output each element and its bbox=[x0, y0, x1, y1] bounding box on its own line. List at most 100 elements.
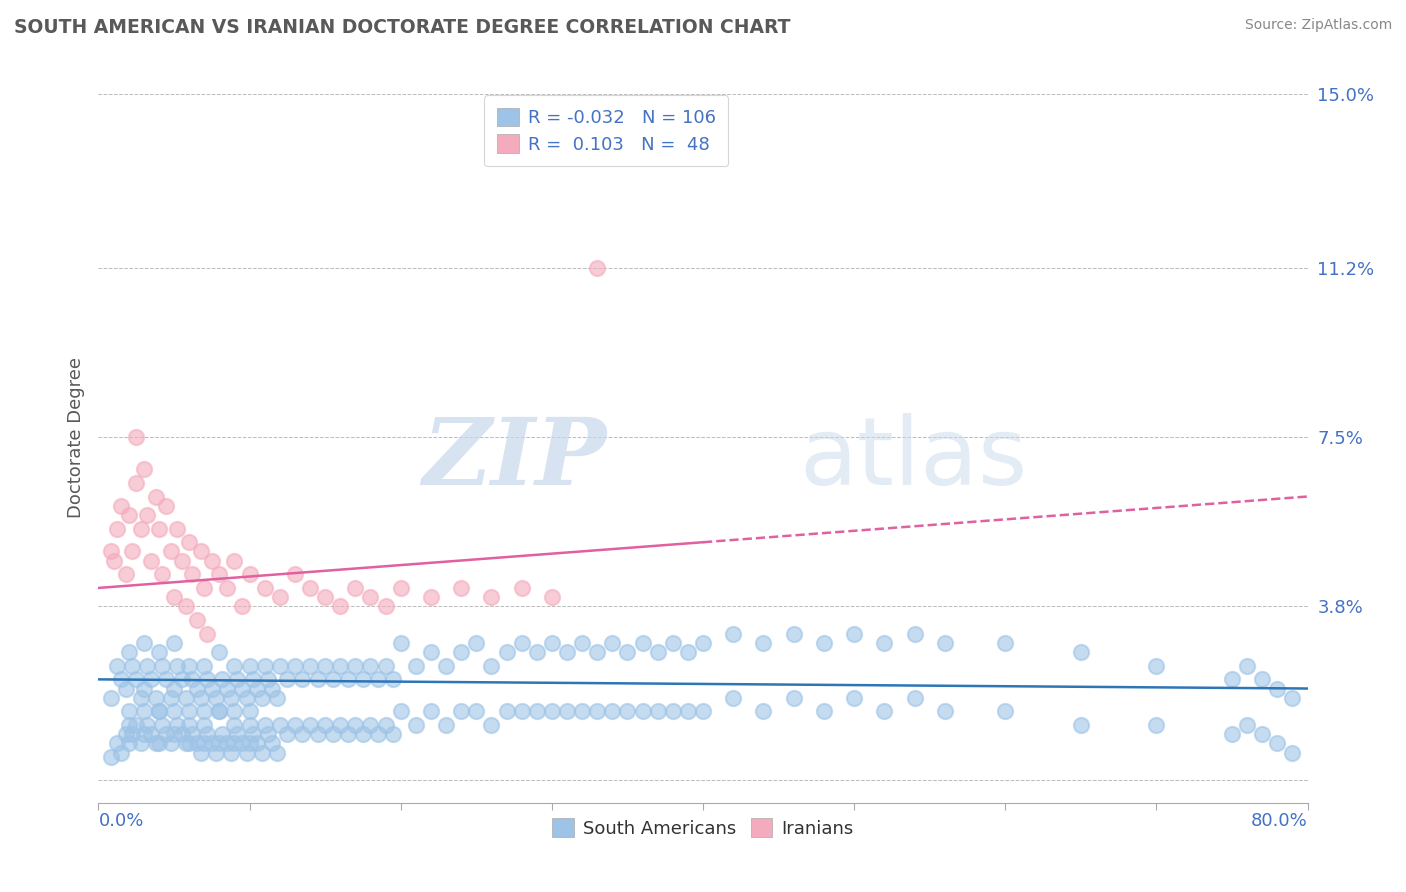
Point bbox=[145, 490, 167, 504]
Point bbox=[1281, 690, 1303, 705]
Point bbox=[1220, 673, 1243, 687]
Point bbox=[208, 567, 231, 582]
Point bbox=[205, 746, 228, 760]
Point bbox=[148, 521, 170, 535]
Point bbox=[276, 727, 298, 741]
Point bbox=[250, 746, 273, 760]
Point bbox=[322, 673, 344, 687]
Point bbox=[226, 727, 249, 741]
Text: ZIP: ZIP bbox=[422, 414, 606, 504]
Point bbox=[224, 553, 246, 567]
Point bbox=[269, 590, 291, 604]
Point bbox=[266, 690, 288, 705]
Point bbox=[105, 736, 128, 750]
Point bbox=[179, 705, 201, 719]
Point bbox=[141, 727, 163, 741]
Point bbox=[783, 626, 806, 640]
Point bbox=[114, 727, 136, 741]
Point bbox=[190, 690, 212, 705]
Point bbox=[336, 673, 359, 687]
Point bbox=[389, 581, 412, 595]
Point bbox=[148, 705, 170, 719]
Point bbox=[160, 544, 183, 558]
Point bbox=[170, 673, 193, 687]
Point bbox=[540, 590, 562, 604]
Point bbox=[170, 553, 193, 567]
Point bbox=[367, 673, 389, 687]
Point bbox=[195, 727, 218, 741]
Point bbox=[329, 718, 352, 732]
Point bbox=[783, 690, 806, 705]
Point bbox=[382, 727, 405, 741]
Text: SOUTH AMERICAN VS IRANIAN DOCTORATE DEGREE CORRELATION CHART: SOUTH AMERICAN VS IRANIAN DOCTORATE DEGR… bbox=[14, 18, 790, 37]
Point bbox=[299, 581, 322, 595]
Text: atlas: atlas bbox=[800, 413, 1028, 505]
Point bbox=[201, 681, 224, 696]
Point bbox=[253, 658, 276, 673]
Point bbox=[284, 718, 307, 732]
Point bbox=[163, 590, 186, 604]
Point bbox=[1281, 746, 1303, 760]
Point bbox=[150, 567, 173, 582]
Legend: South Americans, Iranians: South Americans, Iranians bbox=[546, 811, 860, 845]
Point bbox=[1267, 736, 1289, 750]
Point bbox=[246, 681, 269, 696]
Point bbox=[121, 658, 143, 673]
Point bbox=[873, 636, 896, 650]
Point bbox=[201, 736, 224, 750]
Point bbox=[752, 636, 775, 650]
Point bbox=[873, 705, 896, 719]
Point bbox=[155, 727, 177, 741]
Point bbox=[148, 736, 170, 750]
Point bbox=[405, 718, 427, 732]
Point bbox=[269, 718, 291, 732]
Point bbox=[510, 581, 533, 595]
Point bbox=[235, 746, 257, 760]
Point bbox=[193, 736, 215, 750]
Point bbox=[242, 673, 264, 687]
Point bbox=[208, 705, 231, 719]
Point bbox=[813, 636, 835, 650]
Point bbox=[215, 581, 238, 595]
Point bbox=[253, 718, 276, 732]
Point bbox=[374, 599, 396, 614]
Point bbox=[434, 718, 457, 732]
Point bbox=[215, 736, 238, 750]
Point bbox=[129, 521, 152, 535]
Point bbox=[121, 727, 143, 741]
Point bbox=[205, 690, 228, 705]
Point bbox=[723, 690, 745, 705]
Point bbox=[179, 736, 201, 750]
Point bbox=[163, 636, 186, 650]
Point bbox=[571, 636, 593, 650]
Point bbox=[186, 736, 208, 750]
Point bbox=[239, 736, 262, 750]
Point bbox=[195, 626, 218, 640]
Point bbox=[1070, 718, 1092, 732]
Point bbox=[201, 553, 224, 567]
Point bbox=[193, 581, 215, 595]
Point bbox=[132, 636, 155, 650]
Point bbox=[145, 690, 167, 705]
Point bbox=[190, 544, 212, 558]
Point bbox=[125, 475, 148, 490]
Point bbox=[344, 658, 367, 673]
Point bbox=[329, 599, 352, 614]
Point bbox=[166, 521, 188, 535]
Point bbox=[420, 705, 443, 719]
Point bbox=[179, 718, 201, 732]
Point bbox=[307, 673, 329, 687]
Point bbox=[344, 581, 367, 595]
Point bbox=[246, 736, 269, 750]
Point bbox=[211, 673, 233, 687]
Point bbox=[586, 705, 609, 719]
Point bbox=[481, 590, 503, 604]
Point bbox=[129, 690, 152, 705]
Point bbox=[239, 718, 262, 732]
Point bbox=[163, 681, 186, 696]
Point bbox=[181, 673, 204, 687]
Point bbox=[661, 636, 683, 650]
Point bbox=[420, 645, 443, 659]
Point bbox=[181, 567, 204, 582]
Point bbox=[132, 705, 155, 719]
